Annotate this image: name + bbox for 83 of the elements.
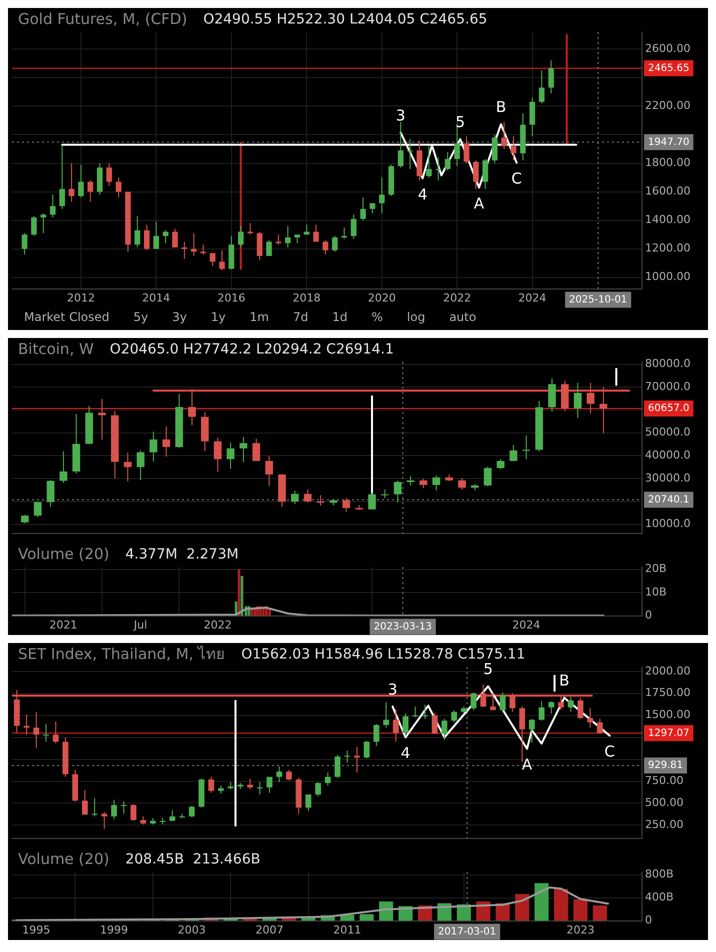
x-tick-label: 2011 (333, 923, 362, 936)
annotation: A (522, 756, 533, 774)
ref-line-label: 2025-10-01 (569, 294, 628, 306)
chart-title: Gold Futures, M, (CFD) (18, 10, 188, 28)
y-tick-label: 0 (645, 608, 652, 622)
x-tick-label: 1995 (22, 923, 50, 936)
y-tick-label: 80000.0 (645, 357, 690, 370)
chart-subtitle: O2490.55 H2522.30 L2404.05 C2465.65 (203, 12, 488, 28)
chart-title: Volume (20) (18, 850, 110, 868)
text: auto (449, 310, 476, 326)
x-tick-label: 2016 (217, 291, 246, 304)
x-tick-label: 2021 (49, 618, 78, 632)
ref-line-label: 1297.07 (648, 728, 690, 739)
y-tick-label: 2600.00 (645, 42, 690, 55)
ref-line-label: 2465.65 (648, 62, 690, 74)
annotation: 4 (400, 744, 410, 762)
x-tick-label: 2014 (142, 291, 170, 304)
y-tick-label: 2000.00 (645, 664, 690, 678)
annotation: 3 (396, 106, 406, 124)
annotation: 5 (483, 660, 493, 678)
y-tick-label: 750.00 (645, 774, 684, 788)
ref-line-label: 20740.1 (648, 494, 690, 506)
text: % (371, 310, 383, 326)
y-tick-label: 10B (645, 585, 667, 598)
text: 5y (133, 310, 148, 326)
ref-line-label: 60657.0 (648, 403, 690, 414)
y-tick-label: 20B (645, 562, 667, 576)
x-tick-label: 1999 (100, 923, 128, 936)
y-tick-label: 1600.00 (645, 184, 690, 198)
x-tick-label: 2018 (292, 291, 321, 304)
ref-line-label: 1947.70 (648, 136, 690, 148)
chart-subtitle: O20465.0 H27742.2 L20294.2 C26914.1 (110, 342, 394, 358)
y-tick-label: 1400.00 (645, 213, 690, 226)
ref-line-label: 929.81 (648, 760, 683, 772)
chart-title: Bitcoin, W (18, 340, 94, 358)
chart-subtitle: O1562.03 H1584.96 L1528.78 C1575.11 (241, 646, 526, 663)
annotation: 4 (418, 185, 428, 204)
chart-title: Volume (20) (18, 544, 110, 563)
annotation: C (511, 170, 522, 188)
annotation: A (474, 194, 485, 212)
x-tick-label: 2024 (512, 618, 540, 632)
text: 1d (332, 310, 348, 326)
y-tick-label: 10000.0 (645, 517, 690, 530)
y-tick-label: 800B (645, 868, 674, 881)
x-tick-label: 2003 (178, 923, 206, 936)
text: Market Closed (24, 310, 110, 326)
y-tick-label: 1500.00 (645, 708, 690, 722)
annotation: B (496, 98, 506, 116)
x-tick-label: 2012 (66, 291, 95, 304)
annotation: 5 (455, 113, 465, 132)
chart-subtitle: 208.45B 213.466B (125, 852, 260, 868)
x-tick-label: 2024 (518, 291, 546, 304)
text: 3y (172, 310, 187, 326)
y-tick-label: 1750.00 (645, 686, 690, 700)
text: log (406, 310, 426, 326)
y-tick-label: 40000.0 (645, 448, 690, 462)
y-tick-label: 1000.00 (645, 270, 690, 284)
x-tick-label: 2007 (256, 923, 284, 936)
y-tick-label: 0 (645, 914, 652, 927)
annotation: C (604, 742, 615, 760)
y-tick-label: 50000.0 (645, 426, 690, 439)
y-tick-label: 400B (645, 890, 674, 904)
annotation: B (559, 672, 570, 690)
x-tick-label: 2022 (204, 618, 232, 632)
chart-subtitle: 4.377M 2.273M (125, 546, 239, 563)
y-tick-label: 2200.00 (645, 99, 690, 112)
y-tick-label: 70000.0 (645, 380, 690, 393)
x-tick-label: 2023 (566, 923, 594, 936)
y-tick-label: 250.00 (645, 818, 684, 832)
text: 7d (292, 310, 308, 326)
annotation: 3 (388, 680, 398, 698)
ref-line-label: 2023-03-13 (374, 621, 432, 632)
text: 1m (250, 310, 269, 326)
chart-title: SET Index, Thailand, M, ไทย (18, 644, 226, 663)
x-tick-label: 2020 (368, 291, 396, 304)
text: 1y (210, 310, 226, 326)
y-tick-label: 500.00 (645, 796, 684, 810)
y-tick-label: 1800.00 (645, 156, 690, 170)
x-tick-label: 2022 (443, 291, 472, 304)
x-tick-label: Jul (132, 618, 148, 632)
y-tick-label: 1200.00 (645, 242, 690, 255)
ref-line-label: 2017-03-01 (438, 926, 496, 938)
y-tick-label: 30000.0 (645, 471, 690, 484)
